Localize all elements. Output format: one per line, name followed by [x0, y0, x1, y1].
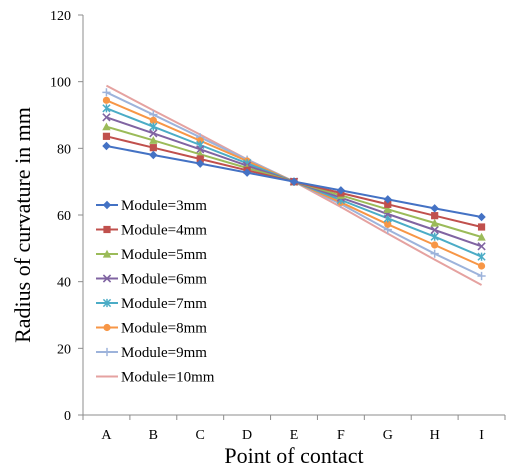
data-point	[477, 223, 486, 231]
data-point	[430, 225, 439, 235]
y-tick-label: 100	[50, 76, 71, 91]
legend-item: Module=3mm	[96, 198, 207, 214]
legend-label: Module=7mm	[121, 296, 207, 312]
data-point	[336, 186, 346, 195]
legend-item: Module=10mm	[96, 370, 215, 386]
data-point	[102, 88, 111, 97]
legend-label: Module=5mm	[121, 247, 207, 263]
y-axis-title: Radius of curvature in mm	[10, 107, 35, 343]
x-tick-label: F	[337, 428, 345, 443]
y-tick-label: 20	[57, 342, 71, 357]
data-point	[196, 145, 205, 154]
x-tick-label: G	[383, 428, 393, 443]
legend-label: Module=6mm	[121, 272, 207, 288]
y-tick-label: 80	[57, 142, 71, 157]
data-point	[149, 150, 158, 160]
y-tick-label: 120	[50, 9, 71, 24]
x-tick-label: C	[196, 428, 205, 443]
data-point	[149, 116, 157, 124]
data-point	[430, 218, 439, 227]
legend-item: Module=4mm	[96, 223, 207, 239]
data-point	[384, 200, 392, 208]
legend-label: Module=3mm	[121, 198, 207, 214]
x-axis-title: Point of contact	[224, 443, 363, 468]
legend-label: Module=9mm	[121, 345, 207, 361]
data-point	[430, 249, 439, 258]
data-point	[196, 159, 205, 168]
data-point	[477, 242, 486, 251]
legend-label: Module=4mm	[121, 223, 207, 239]
data-point	[149, 122, 158, 131]
x-tick-label: H	[430, 428, 440, 443]
x-tick-label: E	[290, 428, 299, 443]
data-point	[102, 141, 111, 151]
data-point	[102, 122, 111, 131]
legend-marker	[102, 200, 112, 210]
data-point	[431, 241, 439, 249]
x-tick-label: A	[101, 428, 112, 443]
legend-label: Module=8mm	[121, 321, 207, 337]
x-tick-label: B	[149, 428, 158, 443]
data-point	[102, 104, 111, 113]
data-point	[383, 195, 392, 204]
y-tick-label: 40	[57, 276, 71, 291]
legend-marker	[102, 274, 112, 283]
data-point	[477, 271, 486, 281]
legend-marker	[103, 323, 111, 332]
data-point	[196, 155, 204, 163]
data-point	[149, 144, 157, 152]
data-point	[149, 136, 158, 144]
legend-marker	[102, 249, 112, 258]
data-point	[477, 212, 486, 222]
data-point	[102, 96, 111, 104]
legend-marker	[103, 225, 111, 234]
legend-marker	[102, 347, 112, 357]
data-point	[102, 113, 111, 122]
data-point	[149, 129, 158, 138]
legend-label: Module=10mm	[121, 370, 215, 386]
legend-item: Module=7mm	[96, 296, 207, 312]
data-point	[289, 177, 299, 186]
y-tick-label: 60	[57, 209, 71, 224]
y-tick-label: 0	[64, 409, 71, 424]
legend-item: Module=9mm	[96, 345, 207, 361]
data-point	[430, 232, 439, 241]
data-point	[102, 132, 111, 140]
y-axis-ticks: 0 20 40 60 80 100 120	[50, 9, 83, 424]
legend-item: Module=5mm	[96, 247, 207, 263]
legend: Module=3mm Module=4mm Module=5mm Module=6mm…	[96, 198, 215, 386]
legend-item: Module=6mm	[96, 272, 207, 288]
data-point	[477, 262, 486, 270]
legend-item: Module=8mm	[96, 321, 207, 337]
series-group	[102, 84, 486, 286]
x-tick-label: I	[479, 428, 484, 443]
data-point	[242, 168, 252, 177]
data-point	[430, 204, 439, 213]
data-point	[431, 212, 439, 220]
x-tick-label: D	[242, 428, 252, 443]
data-point	[383, 205, 392, 213]
data-point	[384, 220, 392, 228]
data-point	[477, 232, 486, 241]
x-axis-ticks: A B C D E F G H I	[82, 415, 506, 443]
data-point	[477, 252, 486, 261]
legend-marker	[102, 298, 112, 308]
series-module-3mm	[102, 141, 486, 222]
